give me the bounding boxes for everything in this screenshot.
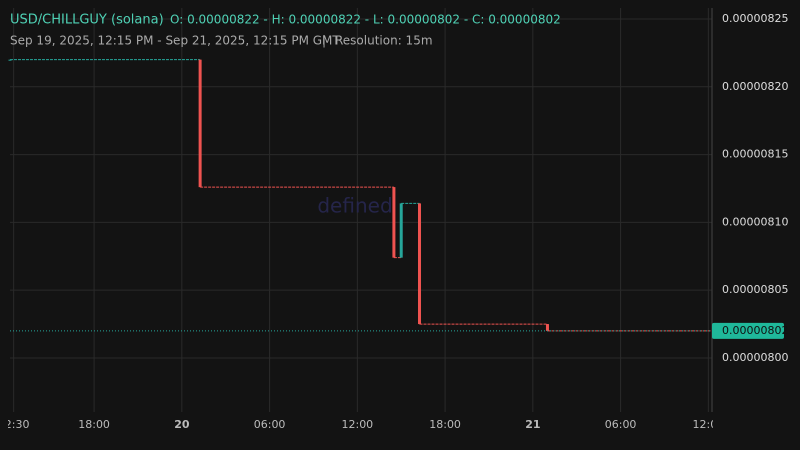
candle-body [545,324,549,331]
x-tick-label: 20 [174,418,190,431]
watermark: defined [317,194,392,218]
y-tick-label: 0.00000805 [722,283,788,296]
resolution-text: Resolution: 15m [335,34,433,48]
grid [10,8,712,412]
pair-title: USD/CHILLGUY (solana) [10,13,164,28]
x-tick-label: 18:00 [78,418,110,431]
y-tick-label: 0.00000800 [722,351,788,364]
last-price-label: 0.00000802 [722,324,788,337]
last-price-box [712,322,784,339]
separator: | [322,34,326,48]
candle-body [392,187,396,258]
x-tick-label: 18:00 [429,418,461,431]
marks [8,59,712,332]
y-tick-label: 0.00000815 [722,148,788,161]
candle-body [8,59,12,61]
x-tick-label: 12:30 [0,418,30,431]
x-tick-label: 06:00 [605,418,637,431]
x-tick-label: 06:00 [254,418,286,431]
candle-body [399,203,403,258]
x-tick-label: 12:00 [692,418,724,431]
x-tick-label: 12:00 [341,418,373,431]
y-tick-label: 0.00000810 [722,215,788,228]
range-text: Sep 19, 2025, 12:15 PM - Sep 21, 2025, 1… [10,34,340,48]
x-axis: 12:30 18:00 20 06:00 12:00 18:00 21 06:00 12:00 [0,418,724,431]
y-axis: 0.00000800 0.00000805 0.00000810 0.00000815… [722,12,788,364]
y-tick-label: 0.00000820 [722,80,788,93]
ohlc-text: O: 0.00000822 - H: 0.00000822 - L: 0.000… [170,13,561,27]
candle-body [198,59,202,188]
y-tick-label: 0.00000825 [722,12,788,25]
candle-body [418,203,421,325]
x-tick-label: 21 [525,418,540,431]
